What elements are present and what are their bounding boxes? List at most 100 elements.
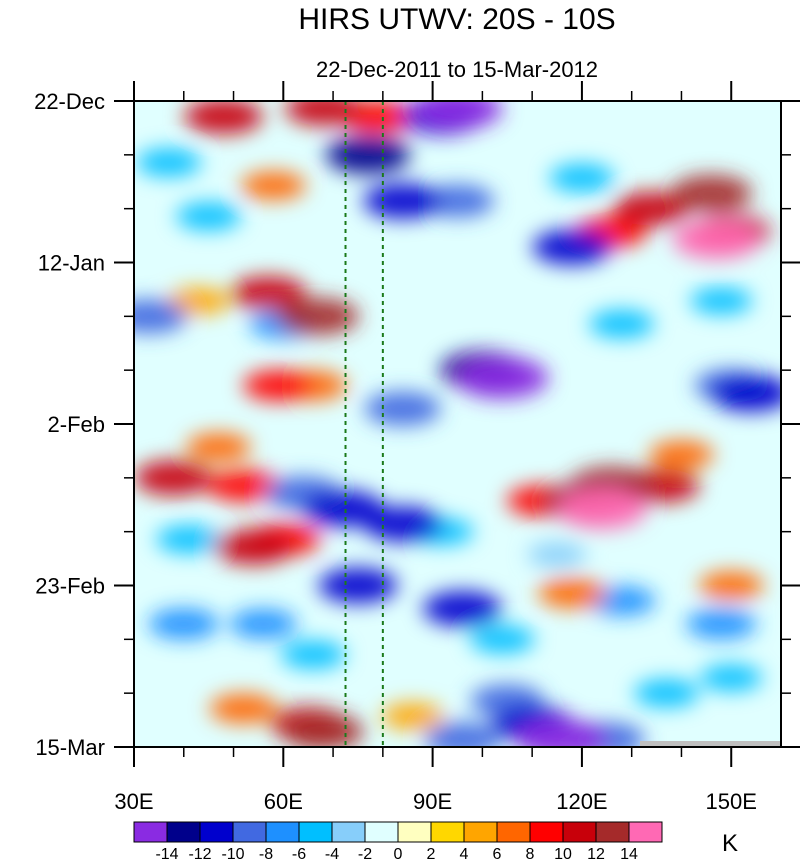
colorbar-labels: -14 -12 -10 -8 -6 -4 -2 0 2 4 6 8 10 12 14 xyxy=(155,846,638,863)
anomaly-cell-39 xyxy=(364,391,441,426)
plot-area xyxy=(134,101,781,747)
colorbar-tick-label: -6 xyxy=(292,846,306,863)
x-tick-label: 120E xyxy=(556,789,607,814)
anomaly-cell-1 xyxy=(690,287,753,315)
x-axis-labels: 30E 60E 90E 120E 150E xyxy=(114,789,757,814)
anomaly-cell-5 xyxy=(381,702,444,730)
colorbar-tick-label: 4 xyxy=(460,846,469,863)
anomaly-cell-65 xyxy=(672,219,760,260)
anomaly-cell-2 xyxy=(167,287,230,315)
anomaly-cell-60 xyxy=(282,713,364,747)
colorbar-tick-label: -12 xyxy=(188,846,211,863)
anomaly-cell-69 xyxy=(455,356,549,400)
colorbar-swatch-11 xyxy=(496,821,531,843)
anomaly-cell-68 xyxy=(517,718,608,747)
colorbar-tick-label: -2 xyxy=(358,846,372,863)
anomaly-cell-23 xyxy=(209,693,278,724)
anomaly-cell-58 xyxy=(302,490,384,527)
anomaly-cell-16 xyxy=(280,640,346,669)
colorbar-tick-label: 2 xyxy=(427,846,436,863)
anomaly-cell-8 xyxy=(176,202,242,231)
chart-title: HIRS UTWV: 20S - 10S xyxy=(298,3,615,36)
colorbar-swatch-15 xyxy=(628,821,663,843)
colorbar-swatch-4 xyxy=(265,821,300,843)
anomaly-cell-20 xyxy=(229,609,298,639)
axes-frame xyxy=(114,81,800,767)
x-tick-label: 150E xyxy=(706,789,757,814)
anomaly-cell-22 xyxy=(538,578,606,609)
y-tick-label: 15-Mar xyxy=(35,735,105,760)
anomaly-cell-46 xyxy=(363,183,443,219)
anomaly-cell-43 xyxy=(424,722,501,747)
anomaly-cell-7 xyxy=(240,171,306,200)
anomaly-cell-56 xyxy=(277,297,359,335)
colorbar-tick-label: 10 xyxy=(554,846,572,863)
anomaly-cell-15 xyxy=(698,571,764,600)
anomaly-cell-48 xyxy=(532,229,612,265)
colorbar-tick-label: 6 xyxy=(493,846,502,863)
y-tick-label: 23-Feb xyxy=(35,574,105,599)
anomaly-cell-52 xyxy=(318,567,398,604)
anomaly-cell-25 xyxy=(243,369,314,402)
colorbar-swatch-13 xyxy=(562,821,597,843)
y-axis-labels: 22-Dec 12-Jan 2-Feb 23-Feb 15-Mar xyxy=(34,89,105,760)
colorbar-tick-label: -4 xyxy=(325,846,339,863)
colorbar-tick-label: 8 xyxy=(526,846,535,863)
anomaly-cell-10 xyxy=(589,309,655,339)
colorbar-swatch-0 xyxy=(133,821,168,843)
x-tick-label: 60E xyxy=(264,789,303,814)
colorbar xyxy=(133,821,663,843)
missing-data-strip xyxy=(640,741,781,747)
colorbar-tick-label: -14 xyxy=(155,846,178,863)
anomaly-cell-45 xyxy=(184,101,263,135)
anomaly-cell-32 xyxy=(206,469,281,502)
y-tick-label: 22-Dec xyxy=(34,89,105,114)
anomaly-cell-27 xyxy=(148,608,219,640)
anomaly-cell-4 xyxy=(700,664,763,692)
y-tick-label: 2-Feb xyxy=(48,412,105,437)
colorbar-swatch-1 xyxy=(166,821,201,843)
anomaly-cell-62 xyxy=(325,135,411,174)
colorbar-swatch-8 xyxy=(397,821,432,843)
anomaly-cell-13 xyxy=(156,525,222,554)
anomaly-cell-51 xyxy=(214,529,293,565)
anomaly-cell-11 xyxy=(186,432,252,462)
anomaly-cell-55 xyxy=(670,174,753,212)
anomaly-cell-67 xyxy=(556,488,647,530)
colorbar-tick-label: -10 xyxy=(221,846,244,863)
anomaly-field xyxy=(134,101,781,747)
anomaly-cell-38 xyxy=(134,299,187,334)
x-tick-label: 90E xyxy=(413,789,452,814)
colorbar-tick-label: 12 xyxy=(587,846,605,863)
colorbar-tick-label: 0 xyxy=(394,846,403,863)
anomaly-cell-6 xyxy=(136,148,202,177)
colorbar-tick-label: -8 xyxy=(259,846,273,863)
anomaly-cell-12 xyxy=(649,440,714,469)
anomaly-cell-36 xyxy=(613,191,690,226)
colorbar-unit: K xyxy=(722,830,738,857)
colorbar-swatch-7 xyxy=(364,821,399,843)
anomaly-cell-57 xyxy=(710,374,781,412)
anomaly-cell-35 xyxy=(285,101,362,126)
anomaly-cell-66 xyxy=(412,101,503,130)
anomaly-cell-49 xyxy=(134,460,214,496)
anomaly-cell-28 xyxy=(686,608,757,640)
chart-subtitle: 22-Dec-2011 to 15-Mar-2012 xyxy=(316,57,598,82)
anomaly-cell-14 xyxy=(469,625,535,654)
colorbar-tick-label: 14 xyxy=(620,846,638,863)
colorbar-swatch-5 xyxy=(298,821,333,843)
x-tick-label: 30E xyxy=(114,789,153,814)
colorbar-swatch-12 xyxy=(529,821,564,843)
colorbar-swatch-3 xyxy=(232,821,267,843)
colorbar-swatch-9 xyxy=(430,821,465,843)
reference-lines xyxy=(344,101,384,747)
anomaly-cell-30 xyxy=(420,184,495,218)
anomaly-cell-17 xyxy=(634,678,699,708)
colorbar-swatch-14 xyxy=(595,821,630,843)
colorbar-swatch-10 xyxy=(463,821,498,843)
y-tick-label: 12-Jan xyxy=(38,251,105,276)
colorbar-swatch-6 xyxy=(331,821,366,843)
anomaly-cell-9 xyxy=(549,163,615,193)
anomaly-cell-53 xyxy=(423,590,502,627)
